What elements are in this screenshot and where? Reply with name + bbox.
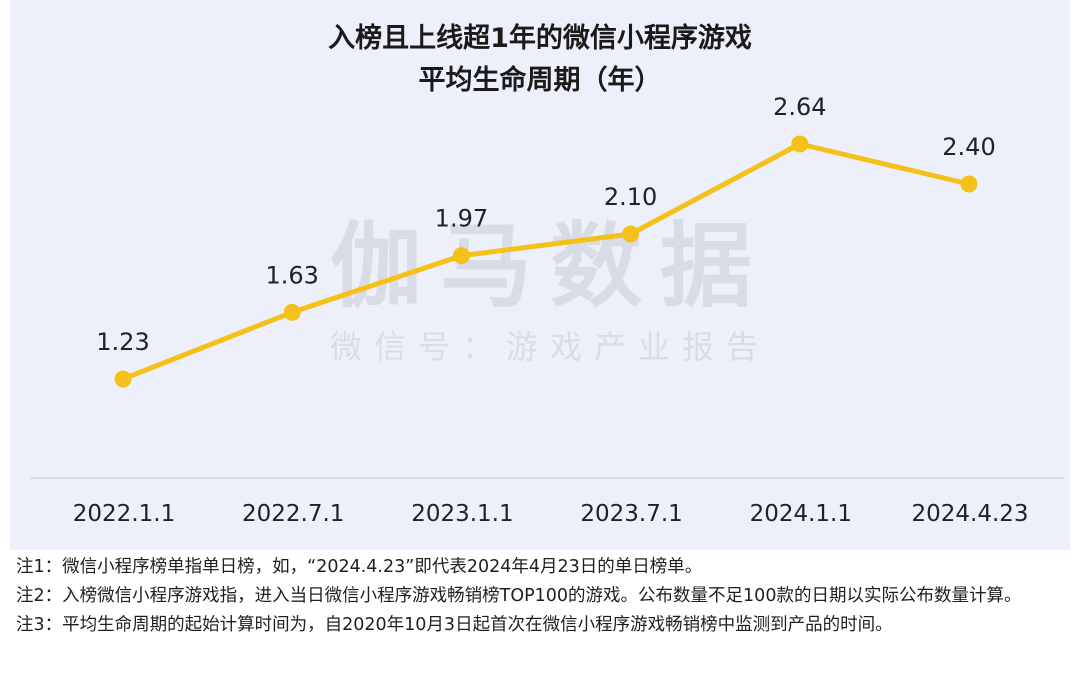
watermark-main: 伽马数据 xyxy=(329,213,770,320)
chart-title-line-1: 入榜且上线超1年的微信小程序游戏 xyxy=(328,23,752,54)
data-label: 1.97 xyxy=(435,205,488,233)
x-tick-label: 2022.7.1 xyxy=(242,501,344,527)
data-label: 2.64 xyxy=(773,93,826,121)
x-tick-label: 2023.7.1 xyxy=(580,501,682,527)
chart-panel xyxy=(10,0,1070,550)
chart-title: 入榜且上线超1年的微信小程序游戏 平均生命周期（年） xyxy=(0,18,1080,102)
data-label-layer: 1.23 1.63 1.97 2.10 2.64 2.40 xyxy=(96,93,995,356)
x-tick-label: 2024.4.23 xyxy=(911,501,1028,527)
footnote-2: 注2：入榜微信小程序游戏指，进入当日微信小程序游戏畅销榜TOP100的游戏。公布… xyxy=(16,586,1022,606)
x-tick-label: 2023.1.1 xyxy=(411,501,513,527)
series-line xyxy=(120,141,972,382)
footnotes: 注1：微信小程序榜单指单日榜，如，“2024.4.23”即代表2024年4月23… xyxy=(16,553,1071,640)
footnote-3: 注3：平均生命周期的起始计算时间为，自2020年10月3日起首次在微信小程序游戏… xyxy=(16,615,893,635)
data-point xyxy=(283,303,301,321)
x-tick-label: 2024.1.1 xyxy=(750,501,852,527)
chart-title-line-2: 平均生命周期（年） xyxy=(418,65,662,96)
x-tick-layer: 2022.1.1 2022.7.1 2023.1.1 2023.7.1 2024.1.1… xyxy=(73,501,1029,527)
x-tick-label: 2022.1.1 xyxy=(73,501,175,527)
data-label: 2.40 xyxy=(942,133,995,161)
data-point xyxy=(622,225,640,243)
data-label: 2.10 xyxy=(604,183,657,211)
footnote-1: 注1：微信小程序榜单指单日榜，如，“2024.4.23”即代表2024年4月23… xyxy=(16,557,703,577)
data-label: 1.23 xyxy=(96,328,149,356)
line-chart: 1.23 1.63 1.97 2.10 2.64 2.40 2022.1.1 2022.7.… xyxy=(30,93,1065,527)
data-point xyxy=(791,135,809,153)
data-point xyxy=(960,175,978,193)
watermark-sub: 微信号：游戏产业报告 xyxy=(329,328,770,366)
data-label: 1.63 xyxy=(265,261,318,289)
series-layer xyxy=(114,135,978,388)
data-point xyxy=(114,370,132,388)
data-point xyxy=(452,247,470,265)
